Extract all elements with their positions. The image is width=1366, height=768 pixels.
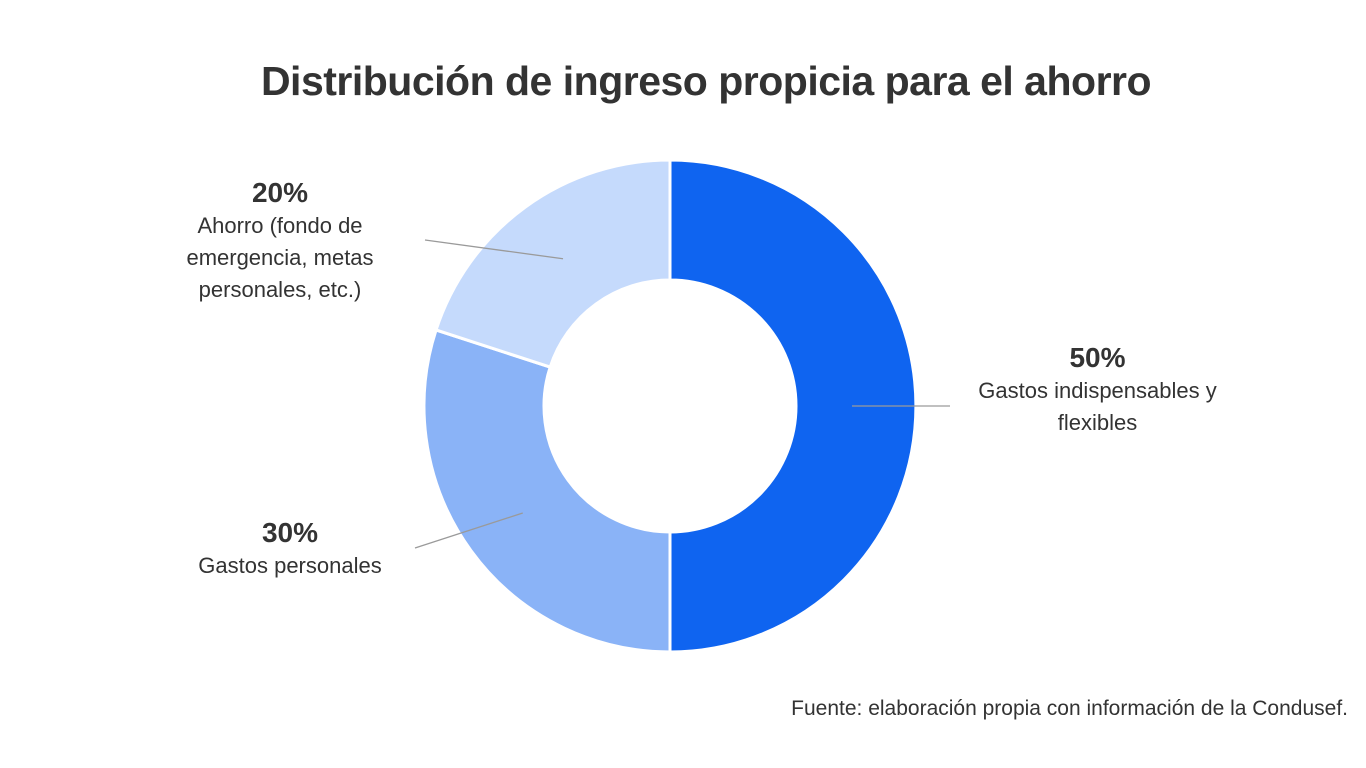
donut-slice-1 [422,328,672,654]
donut-slices [422,158,918,654]
slice-category-label: Gastos personales [198,553,382,578]
slice-value-label: 30% [261,517,319,548]
slice-category-label: Ahorro (fondo de emergencia, metas perso… [186,213,374,302]
donut-slice-2 [434,158,672,369]
slice-category-label: Gastos indispensables y flexibles [978,378,1217,435]
slice-label-gastos-personales: 30% Gastos personales [155,516,425,582]
slice-value-label: 20% [251,177,309,208]
source-note: Fuente: elaboración propia con informaci… [791,697,1348,720]
chart-title: Distribución de ingreso propicia para el… [260,58,1152,104]
leader-line-2 [424,239,564,260]
leader-lines [414,239,950,549]
slice-label-gastos-indispensables: 50% Gastos indispensables y flexibles [975,341,1220,439]
leader-line-1 [414,512,523,549]
donut-slice-0 [668,158,918,654]
slice-value-label: 50% [1069,342,1126,373]
slice-label-ahorro: 20% Ahorro (fondo de emergencia, metas p… [150,176,410,306]
